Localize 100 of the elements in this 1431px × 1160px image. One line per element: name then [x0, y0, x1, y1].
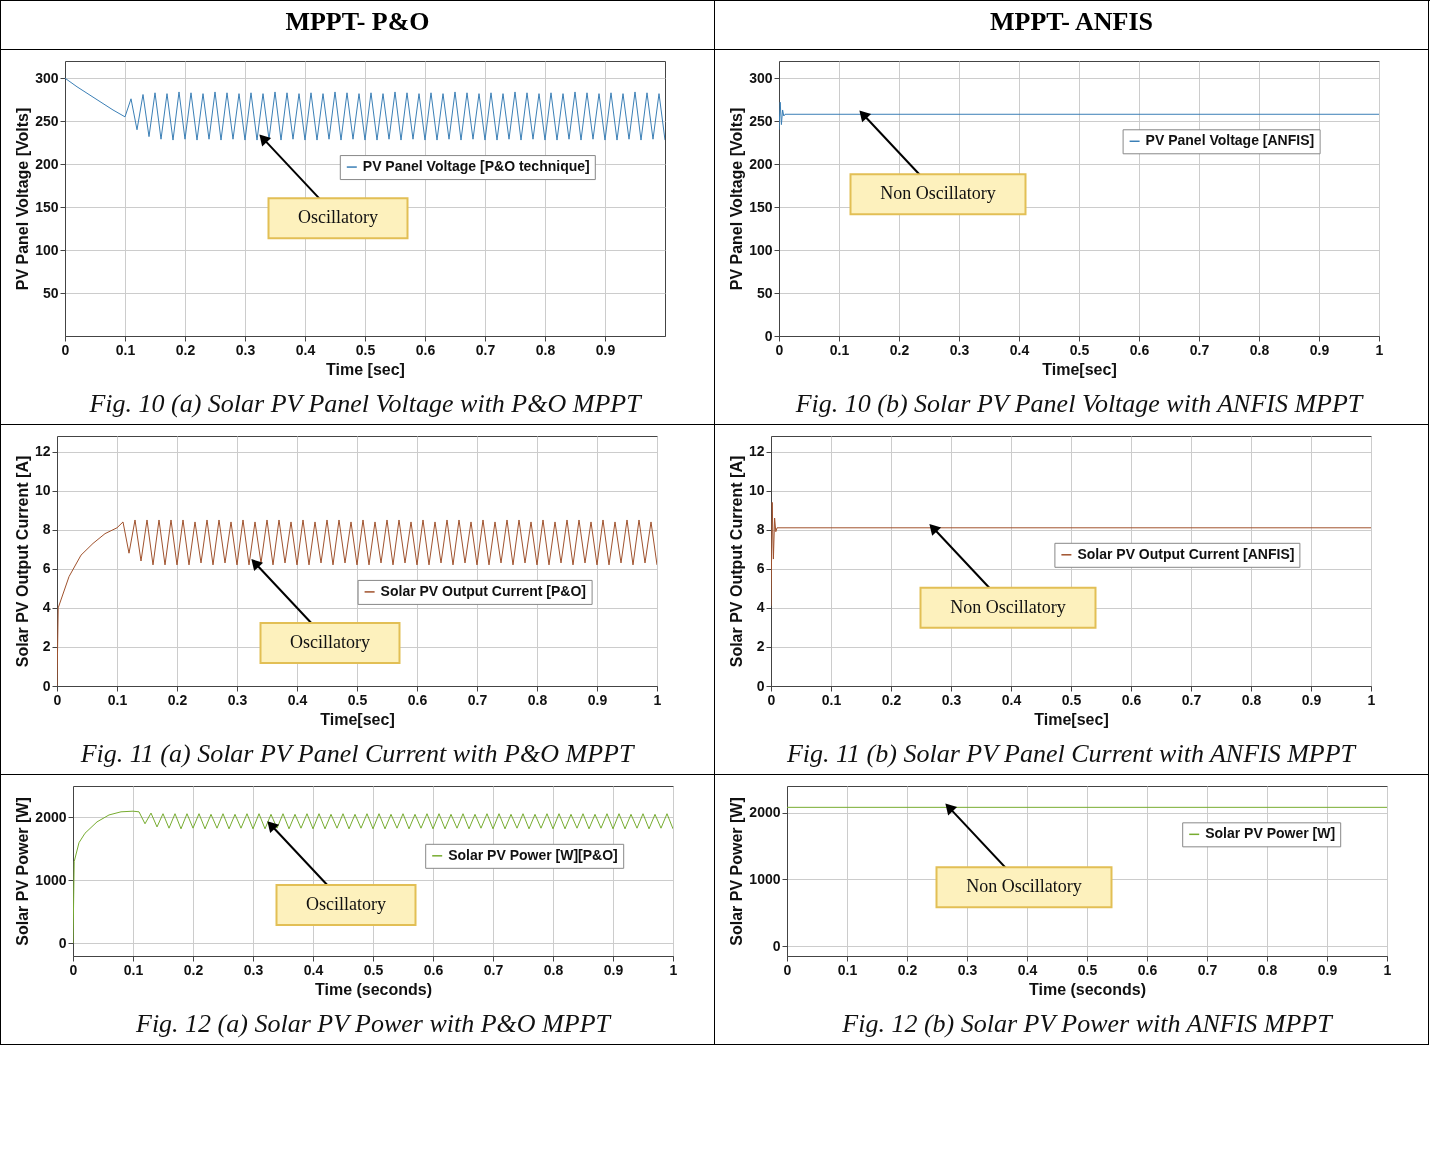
x-tick-label: 0.2 — [881, 691, 902, 708]
x-axis-title: Time (seconds) — [1028, 980, 1147, 998]
x-tick-label: 0.5 — [1061, 691, 1082, 708]
y-tick-label: 2000 — [35, 808, 67, 825]
y-tick-label: 50 — [42, 284, 59, 301]
text: Fig. 12 (a) Solar PV Power with P&O MPPT — [135, 1009, 612, 1038]
line-series — [779, 101, 1379, 131]
y-tick-label: 250 — [35, 112, 59, 129]
x-axis-title: Time[sec] — [1034, 710, 1109, 728]
x-tick-label: 0.6 — [423, 961, 444, 978]
x-tick-label: 0.1 — [107, 691, 128, 708]
x-tick-label: 0.6 — [1121, 691, 1142, 708]
y-tick-label: 300 — [749, 69, 773, 86]
y-tick-label: 100 — [749, 241, 773, 258]
x-tick-label: 0.7 — [483, 961, 504, 978]
x-tick-label: 0.3 — [235, 341, 256, 358]
annotation: Non Oscillatory — [950, 596, 1066, 617]
y-tick-label: 150 — [749, 198, 773, 215]
x-tick-label: 0.7 — [467, 691, 488, 708]
x-tick-label: 0.8 — [1241, 691, 1262, 708]
y-axis-title: PV Panel Voltage [Volts] — [14, 107, 32, 291]
y-axis-title: PV Panel Voltage [Volts] — [728, 107, 746, 291]
x-tick-label: 0.5 — [1069, 341, 1090, 358]
x-tick-label: 0.4 — [287, 691, 308, 708]
y-tick-label: 2 — [42, 638, 51, 655]
y-tick-label: 2 — [756, 638, 765, 655]
x-tick-label: 0.1 — [115, 341, 136, 358]
x-tick-label: 0.2 — [167, 691, 188, 708]
x-tick-label: 0.2 — [897, 961, 918, 978]
x-tick-label: 0.9 — [603, 961, 624, 978]
x-tick-label: 0.4 — [1017, 961, 1038, 978]
x-tick-label: 0.9 — [587, 691, 608, 708]
x-tick-label: 0.1 — [829, 341, 850, 358]
x-tick-label: 0.2 — [183, 961, 204, 978]
x-tick-label: 0.5 — [347, 691, 368, 708]
annotation: Oscillatory — [298, 207, 378, 228]
x-tick-label: 0.4 — [295, 341, 316, 358]
y-axis-title: Solar PV Output Current [A] — [13, 455, 31, 668]
x-tick-label: 0.6 — [415, 341, 436, 358]
y-tick-label: 1000 — [35, 871, 67, 888]
x-tick-label: 0.9 — [1301, 691, 1322, 708]
x-tick-label: 0.3 — [227, 691, 248, 708]
x-tick-label: 0 — [783, 961, 792, 978]
x-tick-label: 0.3 — [957, 961, 978, 978]
x-axis-title: Time[sec] — [1042, 360, 1117, 378]
x-tick-label: 1 — [1383, 961, 1392, 978]
text: Fig. 10 (b) Solar PV Panel Voltage with ANFIS MPPT — [794, 389, 1364, 418]
x-tick-label: 0.7 — [475, 341, 496, 358]
annotation: Oscillatory — [290, 631, 370, 652]
y-tick-label: 100 — [35, 241, 59, 258]
legend-label: Solar PV Output Current [ANFIS] — [1077, 545, 1295, 562]
text: Fig. 10 (a) Solar PV Panel Voltage with P&O MPPT — [88, 389, 643, 418]
x-tick-label: 0.5 — [1077, 961, 1098, 978]
annotation: Non Oscillatory — [966, 876, 1082, 897]
y-tick-label: 0 — [764, 327, 773, 344]
y-tick-label: 0 — [772, 937, 781, 954]
x-tick-label: 1 — [1367, 691, 1376, 708]
text: Fig. 12 (b) Solar PV Power with ANFIS MPPT — [841, 1009, 1334, 1038]
x-tick-label: 0.4 — [1009, 341, 1030, 358]
x-tick-label: 0.7 — [1189, 341, 1210, 358]
y-tick-label: 200 — [749, 155, 773, 172]
y-tick-label: 1000 — [749, 870, 781, 887]
y-axis-title: Solar PV Power [W] — [14, 797, 32, 946]
x-tick-label: 0.5 — [355, 341, 376, 358]
x-tick-label: 1 — [669, 961, 678, 978]
x-tick-label: 0.9 — [595, 341, 616, 358]
text: Fig. 11 (b) Solar PV Panel Current with ANFIS MPPT — [785, 739, 1357, 768]
line-series — [73, 810, 673, 944]
y-tick-label: 8 — [756, 521, 765, 538]
x-tick-label: 0.9 — [1309, 341, 1330, 358]
x-tick-label: 0.8 — [527, 691, 548, 708]
y-tick-label: 10 — [748, 482, 765, 499]
x-tick-label: 0.6 — [407, 691, 428, 708]
y-tick-label: 250 — [749, 112, 773, 129]
x-tick-label: 0.8 — [535, 341, 556, 358]
x-tick-label: 0.4 — [1001, 691, 1022, 708]
y-tick-label: 6 — [756, 560, 765, 577]
annotation: Non Oscillatory — [880, 183, 996, 204]
y-tick-label: 12 — [34, 443, 51, 460]
x-tick-label: 1 — [1375, 341, 1384, 358]
y-tick-label: 10 — [34, 482, 51, 499]
y-tick-label: 50 — [756, 284, 773, 301]
annotation: Oscillatory — [306, 894, 386, 915]
y-tick-label: 150 — [35, 198, 59, 215]
y-tick-label: 300 — [35, 69, 59, 86]
x-axis-title: Time [sec] — [326, 360, 405, 378]
y-tick-label: 0 — [42, 677, 51, 694]
chart-subtitle: MPPT- ANFIS — [715, 1, 1429, 50]
x-tick-label: 0.1 — [821, 691, 842, 708]
y-tick-label: 4 — [42, 599, 51, 616]
x-axis-title: Time (seconds) — [314, 980, 433, 998]
chart-subtitle: MPPT- P&O — [1, 1, 715, 50]
x-axis-title: Time[sec] — [320, 710, 395, 728]
x-tick-label: 0.6 — [1137, 961, 1158, 978]
y-tick-label: 0 — [58, 934, 67, 951]
y-tick-label: 8 — [42, 521, 51, 538]
legend-label: Solar PV Output Current [P&O] — [380, 582, 586, 599]
x-tick-label: 0.7 — [1197, 961, 1218, 978]
text: Fig. 11 (a) Solar PV Panel Current with P&O MPPT — [79, 739, 635, 768]
x-tick-label: 0.3 — [941, 691, 962, 708]
